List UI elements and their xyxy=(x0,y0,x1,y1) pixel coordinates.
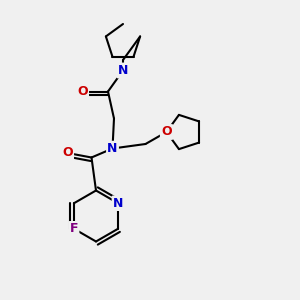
Text: O: O xyxy=(161,125,172,139)
Text: F: F xyxy=(70,222,78,235)
Text: N: N xyxy=(118,64,128,77)
Text: N: N xyxy=(118,64,128,77)
Text: O: O xyxy=(62,146,73,160)
Text: O: O xyxy=(161,125,172,139)
Text: N: N xyxy=(113,197,123,210)
Text: N: N xyxy=(107,142,118,155)
Text: O: O xyxy=(77,85,88,98)
